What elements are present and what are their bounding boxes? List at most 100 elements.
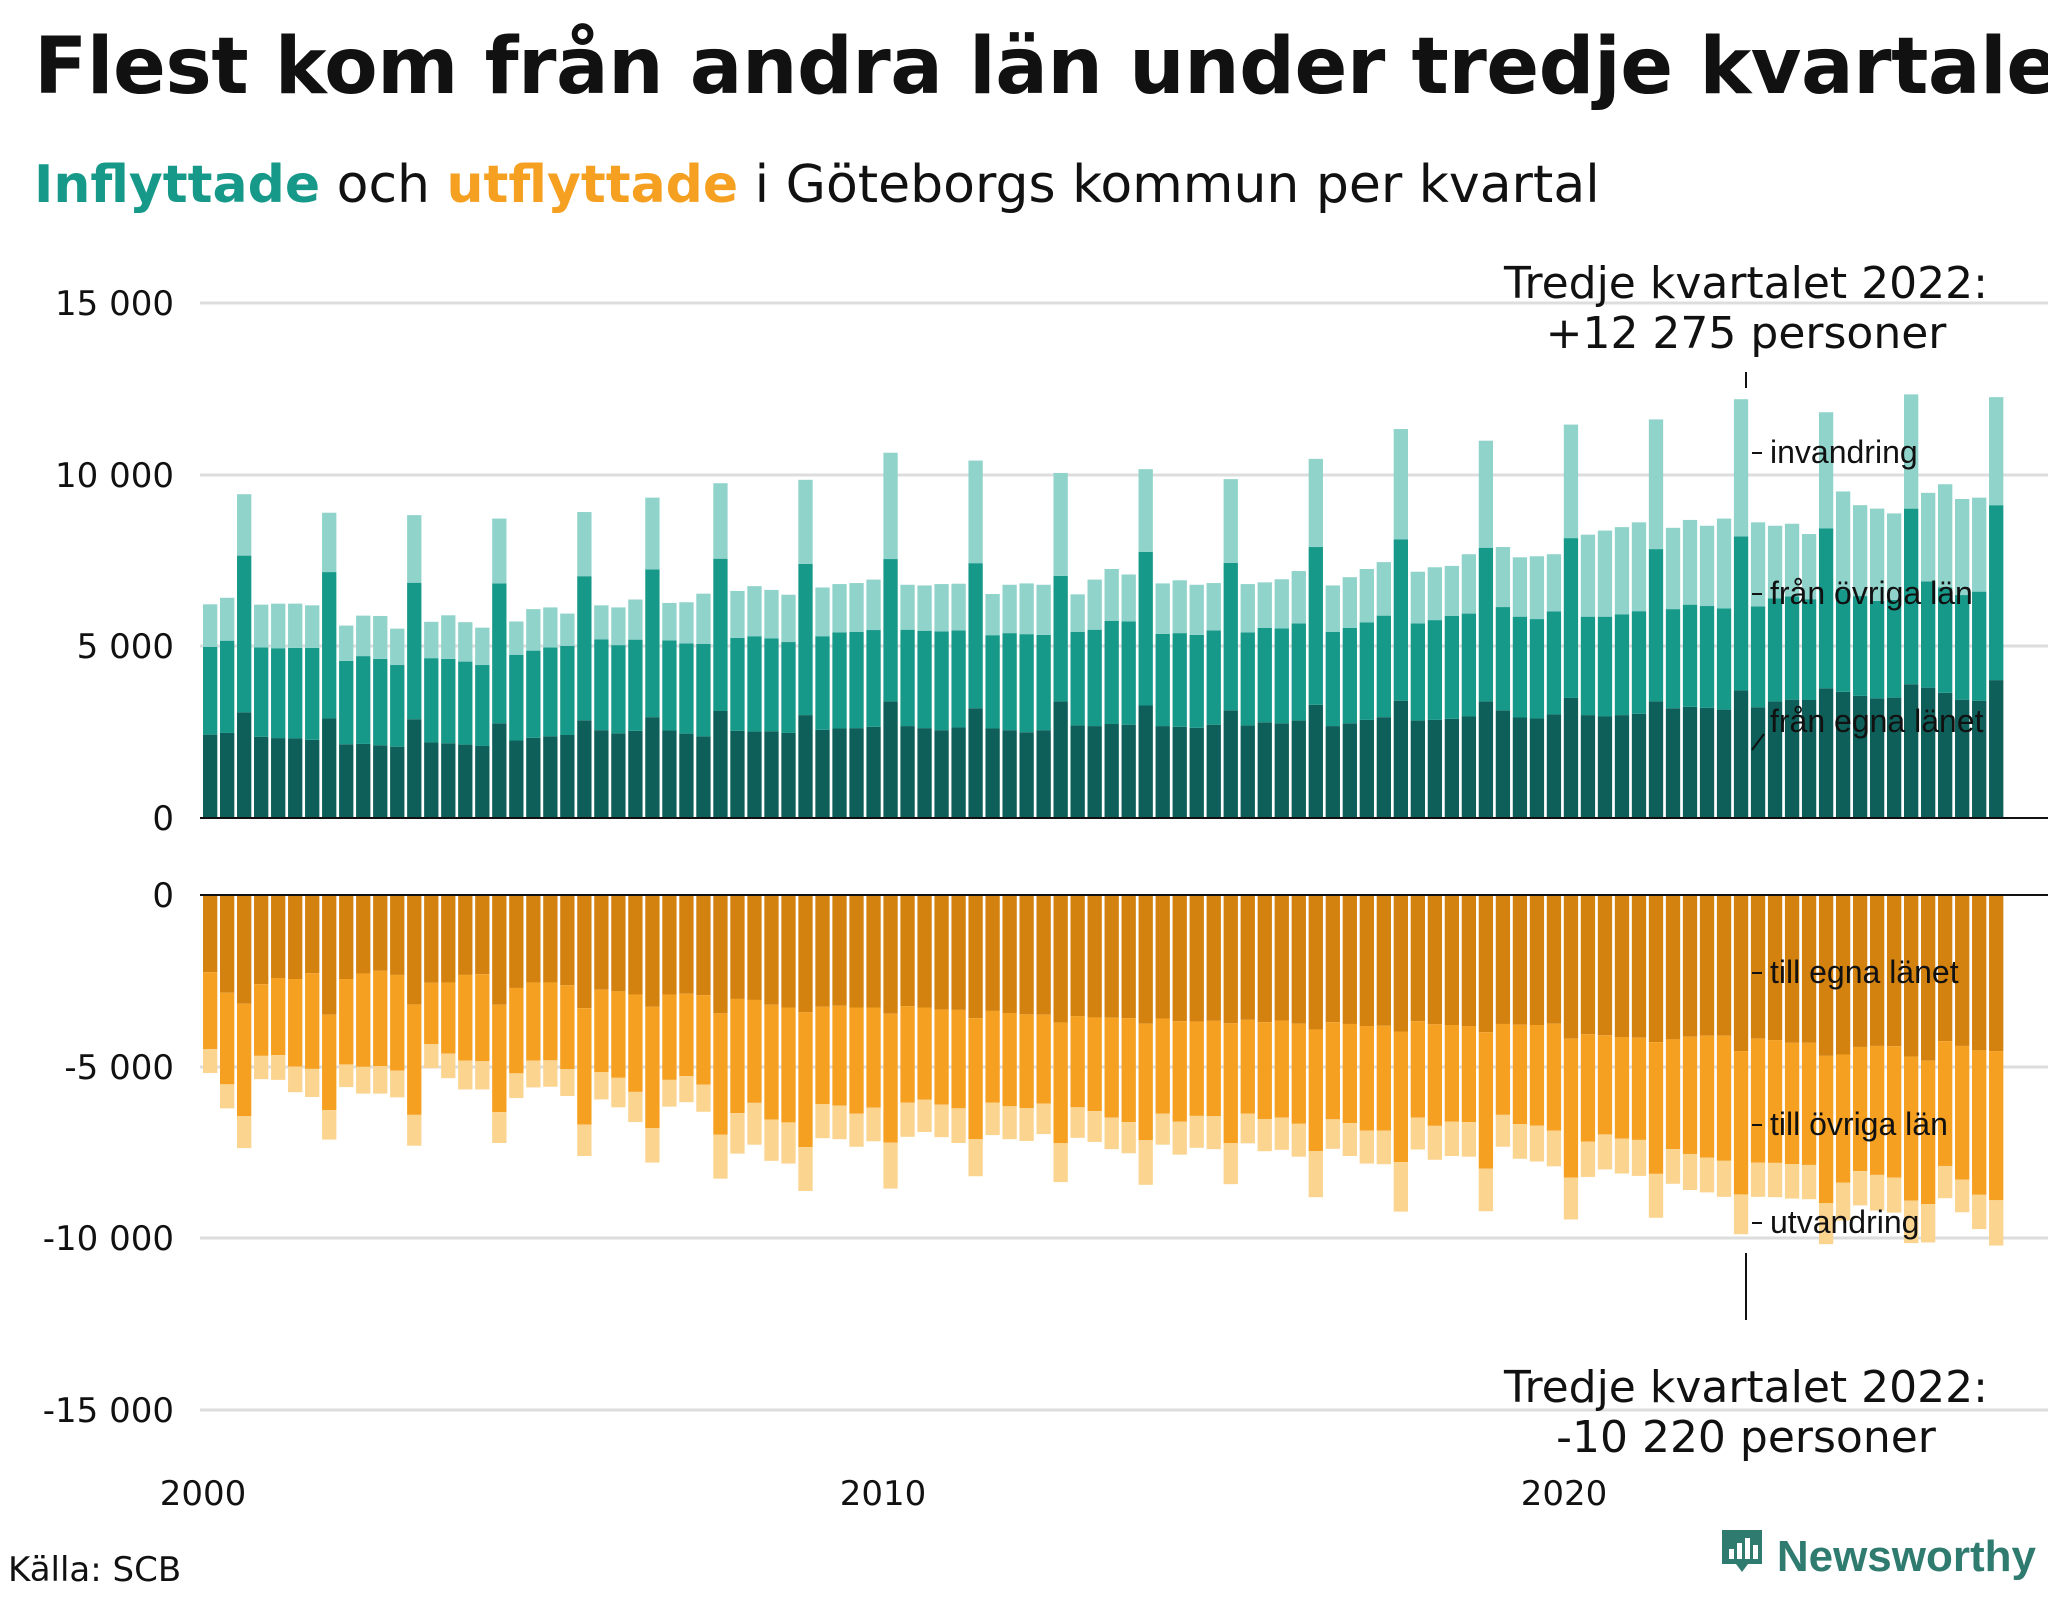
bar-out-0 <box>373 895 388 971</box>
bar-in-1 <box>900 629 915 727</box>
bar-out-1 <box>1665 1039 1681 1150</box>
bar-in-2 <box>1938 484 1953 588</box>
bar-in-2 <box>1291 571 1306 624</box>
series-labels-in: invandring från övriga län från egna län… <box>1751 434 1984 751</box>
bar-out-0 <box>1070 895 1085 1017</box>
bar-out-1 <box>1716 1035 1732 1161</box>
bar-out-0 <box>1478 895 1494 1033</box>
bar-in-2 <box>1002 584 1017 634</box>
callout-bottom-line1: Tredje kvartalet 2022: <box>1503 1362 1988 1413</box>
bar-out-0 <box>1495 895 1511 1024</box>
bar-out-1 <box>1767 1040 1783 1163</box>
bar-out-2 <box>628 1091 643 1123</box>
bar-out-0 <box>407 895 422 1005</box>
bar-out-2 <box>1546 1130 1562 1167</box>
y-tick-label: -15 000 <box>43 1391 174 1431</box>
bar-in-0 <box>985 728 1000 818</box>
bar-in-2 <box>866 579 881 631</box>
y-tick-label: -10 000 <box>43 1219 174 1259</box>
bar-out-1 <box>1461 1026 1477 1123</box>
bar-out-0 <box>1223 895 1238 1024</box>
bar-in-0 <box>832 728 847 818</box>
bar-in-1 <box>1716 608 1732 710</box>
bar-out-2 <box>1529 1125 1545 1162</box>
bar-in-0 <box>526 737 541 818</box>
bar-out-2 <box>1852 1171 1868 1206</box>
bar-in-1 <box>1614 614 1630 716</box>
bar-in-2 <box>1750 522 1766 607</box>
bar-in-1 <box>1087 629 1102 727</box>
bar-in-2 <box>713 483 728 559</box>
bar-out-0 <box>679 895 694 994</box>
bar-out-2 <box>1257 1118 1272 1152</box>
bar-in-2 <box>951 583 966 631</box>
bar-out-0 <box>1427 895 1443 1025</box>
bar-out-0 <box>1138 895 1153 1024</box>
bar-out-2 <box>339 1064 354 1088</box>
bar-out-2 <box>611 1077 626 1108</box>
bar-out-1 <box>1852 1046 1868 1172</box>
y-tick-label: 0 <box>152 876 174 916</box>
bar-in-0 <box>1206 724 1221 818</box>
bar-out-0 <box>441 895 456 983</box>
bar-out-0 <box>1818 895 1834 1056</box>
bar-in-2 <box>849 583 864 632</box>
bar-in-1 <box>1155 633 1170 727</box>
bar-out-2 <box>1563 1177 1579 1220</box>
bar-in-2 <box>1325 585 1340 632</box>
bar-out-1 <box>1750 1038 1766 1163</box>
bar-out-1 <box>288 979 303 1067</box>
bar-in-1 <box>509 654 524 741</box>
bar-in-1 <box>815 636 830 730</box>
bar-in-0 <box>866 726 881 818</box>
bar-out-1 <box>1138 1023 1153 1141</box>
bar-in-0 <box>696 736 711 818</box>
bar-in-0 <box>1614 715 1630 818</box>
bar-in-1 <box>1223 562 1238 711</box>
bar-in-0 <box>1104 724 1119 818</box>
bar-in-2 <box>1342 577 1357 628</box>
bar-in-1 <box>1240 632 1255 726</box>
bar-out-0 <box>594 895 609 990</box>
bar-in-1 <box>407 582 422 720</box>
newsworthy-logo[interactable]: Newsworthy <box>1719 1527 2036 1586</box>
bar-in-1 <box>424 658 439 743</box>
bar-out-0 <box>866 895 881 1008</box>
bar-in-0 <box>1750 707 1766 818</box>
bar-out-1 <box>713 1013 728 1135</box>
bar-in-1 <box>1801 599 1817 701</box>
bar-out-1 <box>1087 1017 1102 1112</box>
bar-out-2 <box>1240 1113 1255 1144</box>
bar-out-2 <box>1342 1123 1357 1157</box>
bar-out-0 <box>339 895 354 980</box>
bar-in-2 <box>237 494 252 556</box>
bar-out-1 <box>1444 1025 1460 1122</box>
bar-in-0 <box>815 729 830 818</box>
bar-out-1 <box>781 1007 796 1123</box>
bar-out-2 <box>203 1049 218 1074</box>
bar-out-1 <box>747 999 762 1103</box>
callout-bottom-line2: -10 220 personer <box>1556 1412 1937 1463</box>
bar-out-0 <box>730 895 745 999</box>
bar-out-2 <box>1019 1108 1034 1141</box>
bar-in-2 <box>492 518 507 584</box>
bar-in-0 <box>220 732 235 818</box>
bar-in-2 <box>747 586 762 637</box>
bar-in-2 <box>730 590 745 638</box>
subtitle-rest: i Göteborgs kommun per kvartal <box>738 155 1600 215</box>
bar-out-0 <box>1257 895 1272 1023</box>
bar-in-2 <box>1053 472 1068 576</box>
bar-chart-icon <box>1719 1527 1765 1586</box>
bar-out-0 <box>1240 895 1255 1020</box>
bar-out-1 <box>1036 1014 1051 1104</box>
bar-out-2 <box>1308 1151 1323 1198</box>
bar-in-0 <box>1835 691 1851 818</box>
bar-out-1 <box>577 1008 592 1125</box>
bar-in-1 <box>645 569 660 718</box>
bar-out-0 <box>1699 895 1715 1036</box>
bar-out-2 <box>1682 1153 1698 1190</box>
bar-out-1 <box>271 978 286 1056</box>
bar-in-0 <box>764 731 779 818</box>
bar-out-1 <box>1972 1050 1987 1195</box>
bar-out-2 <box>1206 1116 1221 1150</box>
